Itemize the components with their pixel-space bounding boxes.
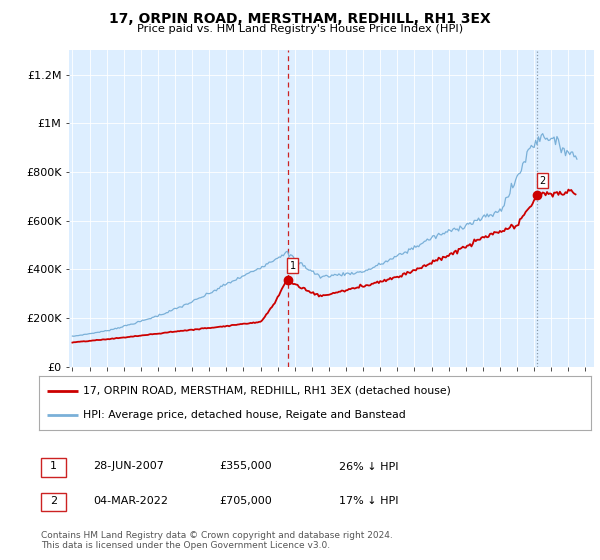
Text: 1: 1: [290, 261, 296, 271]
Text: 26% ↓ HPI: 26% ↓ HPI: [339, 461, 398, 472]
Text: HPI: Average price, detached house, Reigate and Banstead: HPI: Average price, detached house, Reig…: [83, 410, 406, 420]
Text: 1: 1: [50, 461, 57, 472]
Text: 2: 2: [50, 496, 57, 506]
Text: 17, ORPIN ROAD, MERSTHAM, REDHILL, RH1 3EX: 17, ORPIN ROAD, MERSTHAM, REDHILL, RH1 3…: [109, 12, 491, 26]
Text: Price paid vs. HM Land Registry's House Price Index (HPI): Price paid vs. HM Land Registry's House …: [137, 24, 463, 34]
Text: 04-MAR-2022: 04-MAR-2022: [93, 496, 168, 506]
Text: 17, ORPIN ROAD, MERSTHAM, REDHILL, RH1 3EX (detached house): 17, ORPIN ROAD, MERSTHAM, REDHILL, RH1 3…: [83, 386, 451, 396]
Text: 17% ↓ HPI: 17% ↓ HPI: [339, 496, 398, 506]
Text: 2: 2: [539, 176, 545, 185]
Text: £705,000: £705,000: [219, 496, 272, 506]
Text: Contains HM Land Registry data © Crown copyright and database right 2024.
This d: Contains HM Land Registry data © Crown c…: [41, 531, 392, 550]
Text: 28-JUN-2007: 28-JUN-2007: [93, 461, 164, 472]
Text: £355,000: £355,000: [219, 461, 272, 472]
